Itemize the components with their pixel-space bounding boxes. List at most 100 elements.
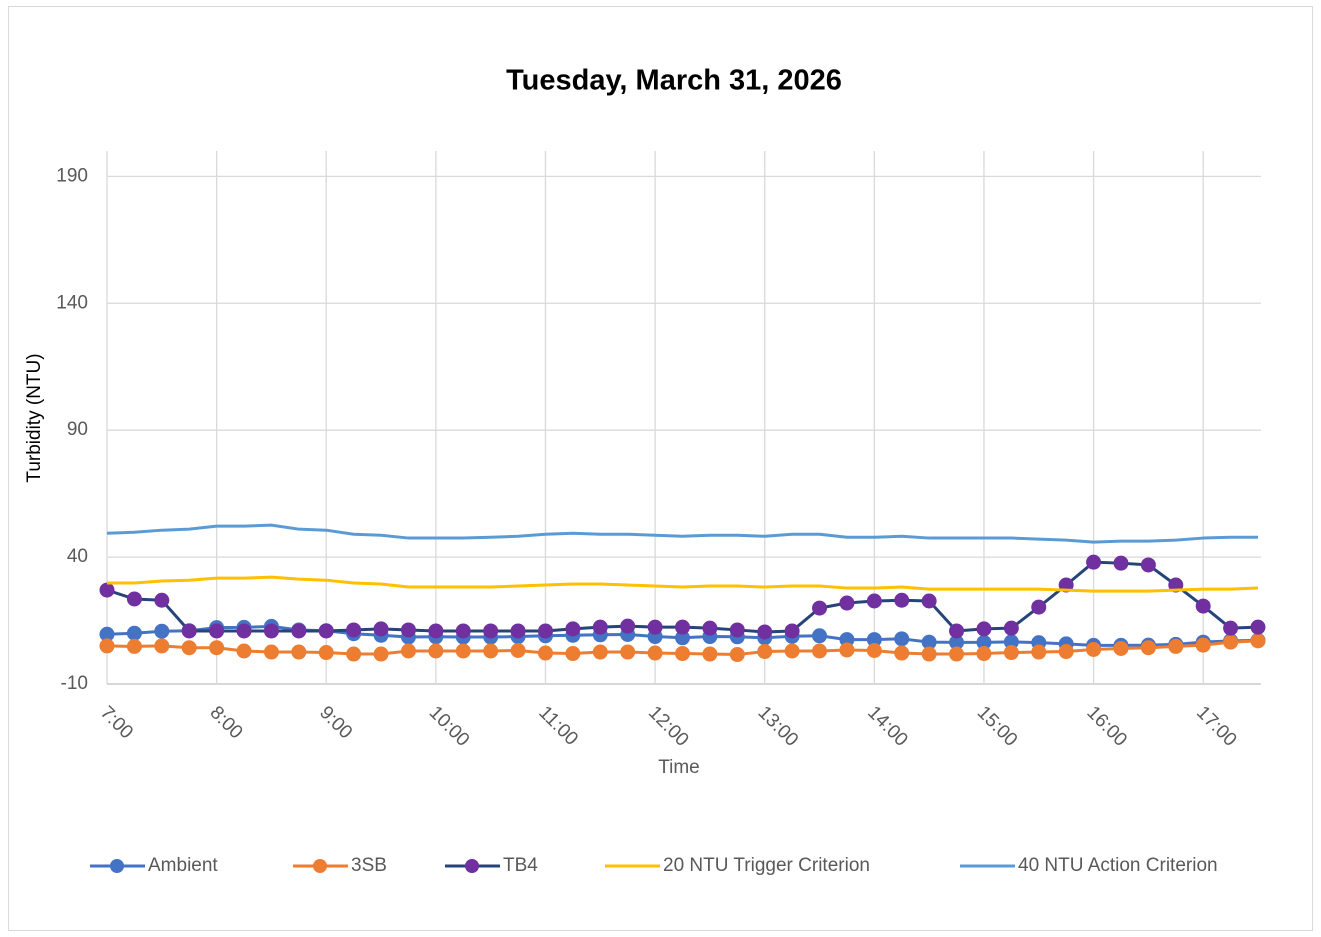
y-tick-label: 40 [67,546,88,567]
data-point [1031,644,1047,660]
data-point [373,646,389,662]
data-point [346,622,362,638]
data-point [1223,620,1239,636]
data-point [866,642,882,658]
data-point [373,621,389,637]
data-point [263,644,279,660]
y-tick-label: -10 [61,673,88,694]
data-point [812,600,828,616]
data-point [812,628,828,644]
data-point [729,622,745,638]
data-point [99,582,115,598]
x-axis-label: Time [658,757,700,778]
data-point [1140,557,1156,573]
data-point [291,623,307,639]
data-point [592,619,608,635]
data-point [1195,637,1211,653]
data-point [1140,640,1156,656]
data-point [1223,634,1239,650]
data-point [1113,555,1129,571]
data-point [126,591,142,607]
data-point [894,592,910,608]
legend-marker [110,859,124,873]
data-point [839,595,855,611]
data-point [620,618,636,634]
data-point [866,593,882,609]
data-point [1058,644,1074,660]
data-point [812,643,828,659]
y-tick-label: 90 [67,419,88,440]
data-point [1086,641,1102,657]
data-point [976,621,992,637]
chart-border [8,6,1313,931]
legend-marker [465,859,479,873]
data-point [949,646,965,662]
series-line [106,523,1258,544]
data-point [702,646,718,662]
legend-label: 20 NTU Trigger Criterion [663,855,870,876]
data-point [1250,633,1266,649]
data-point [154,623,170,639]
data-point [675,619,690,635]
data-point [154,638,170,654]
legend-label: TB4 [503,855,538,876]
data-point [236,643,252,659]
data-point [209,640,225,656]
data-point [346,646,362,662]
data-point [428,623,444,639]
legend-label: 3SB [351,855,387,876]
data-point [483,643,499,659]
data-point [263,623,279,639]
data-point [236,623,252,639]
data-point [1031,599,1047,615]
data-point [1195,598,1211,614]
data-point [1086,554,1102,570]
data-point [949,623,965,639]
data-point [510,642,526,658]
data-point [154,592,170,608]
data-point [318,623,334,639]
y-tick-label: 190 [56,165,88,186]
data-point [400,622,416,638]
data-point [510,623,526,639]
data-point [99,638,115,654]
data-point [1003,620,1019,636]
y-tick-label: 140 [56,292,88,313]
data-point [1113,640,1129,656]
data-point [400,643,416,659]
data-point [729,647,745,663]
legend-marker [313,859,327,873]
data-point [181,640,197,656]
data-point [565,621,581,637]
data-point [647,645,663,661]
data-point [291,644,307,660]
data-point [126,625,142,641]
data-point [784,623,800,639]
data-point [757,624,773,640]
data-point [181,623,197,639]
data-point [592,644,608,660]
data-point [1003,645,1019,661]
data-point [455,643,471,659]
y-axis-label: Turbidity (NTU) [24,353,45,482]
data-point [921,646,937,662]
data-point [537,623,553,639]
data-point [976,646,992,662]
data-point [894,645,910,661]
data-point [428,643,444,659]
data-point [565,646,581,662]
data-point [1250,619,1266,635]
legend-label: 40 NTU Action Criterion [1018,855,1218,876]
data-point [209,623,225,639]
data-point [894,631,910,647]
data-point [839,642,855,658]
data-point [675,646,690,662]
data-point [318,645,334,661]
series-line [107,575,1259,593]
data-point [455,623,471,639]
data-point [1168,638,1184,654]
data-point [784,643,800,659]
data-point [921,593,937,609]
